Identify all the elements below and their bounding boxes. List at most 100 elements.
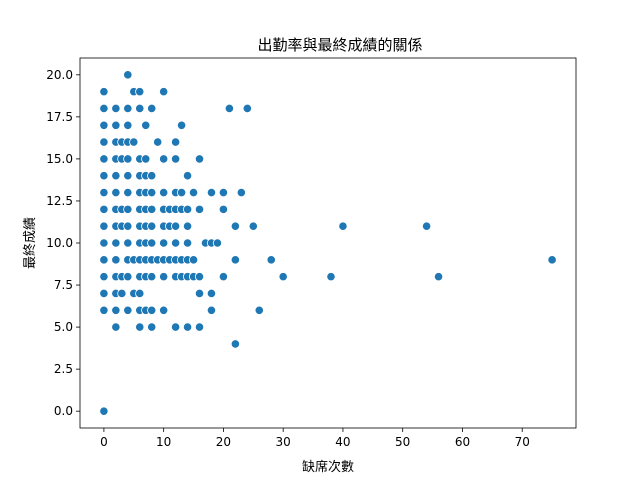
data-point [123, 171, 133, 181]
x-tick-label: 50 [395, 435, 410, 449]
data-point [111, 255, 121, 265]
data-point [171, 322, 181, 332]
data-point [194, 272, 205, 282]
data-point [99, 103, 109, 114]
data-point [123, 103, 133, 114]
data-point [278, 272, 288, 282]
y-tick-label: 20.0 [46, 68, 73, 82]
data-point [254, 305, 264, 315]
data-point [99, 204, 109, 214]
data-point [194, 204, 205, 214]
data-point [159, 154, 169, 164]
data-point [171, 238, 181, 248]
data-point [218, 187, 229, 198]
data-point [135, 322, 145, 332]
data-point [159, 305, 169, 315]
x-axis-label: 缺席次數 [302, 459, 354, 475]
data-point [338, 221, 348, 231]
data-point [147, 272, 157, 282]
data-point [123, 120, 133, 130]
data-point [230, 221, 240, 231]
x-tick-label: 40 [335, 435, 350, 449]
x-tick-label: 30 [276, 435, 291, 449]
data-point [147, 204, 157, 214]
data-point [111, 103, 121, 114]
data-point [266, 255, 276, 265]
plot-frame [79, 57, 577, 429]
data-point [182, 322, 193, 332]
x-tick-label: 10 [156, 435, 171, 449]
data-point [99, 137, 109, 147]
data-point [147, 103, 157, 114]
y-axis-label: 最終成績 [22, 217, 38, 269]
data-point [188, 187, 199, 198]
y-tick-label: 0.0 [54, 404, 73, 418]
data-point [111, 120, 121, 130]
data-point [147, 171, 157, 181]
chart-title: 出勤率與最終成績的關係 [257, 36, 422, 54]
data-point [99, 187, 109, 198]
data-point [141, 154, 151, 164]
data-point [433, 272, 444, 282]
data-point [176, 187, 187, 198]
x-tick-label: 60 [455, 435, 470, 449]
y-axis: 0.0 2.5 5.0 7.5 10.0 12.5 15.0 17.5 20.0 [46, 68, 80, 418]
data-point [159, 187, 169, 198]
data-point [147, 221, 157, 231]
data-point [123, 187, 133, 198]
data-point [135, 103, 145, 114]
data-point [182, 204, 193, 214]
data-point [147, 305, 157, 315]
data-point [123, 238, 133, 248]
data-point [182, 221, 193, 231]
data-point [99, 305, 109, 315]
data-point [188, 255, 199, 265]
data-point [135, 87, 145, 97]
x-tick-label: 70 [515, 435, 530, 449]
data-point [99, 154, 109, 164]
data-point [206, 305, 217, 315]
data-point [111, 305, 121, 315]
data-point [194, 322, 205, 332]
y-tick-label: 15.0 [46, 152, 73, 166]
data-point [123, 204, 133, 214]
data-point [171, 137, 181, 147]
data-point [218, 272, 229, 282]
data-point [123, 305, 133, 315]
data-point [129, 137, 139, 147]
data-point [111, 322, 121, 332]
data-point [147, 238, 157, 248]
data-points [99, 70, 557, 416]
data-point [230, 339, 240, 349]
data-point [218, 204, 229, 214]
x-tick-label: 0 [100, 435, 108, 449]
data-point [182, 238, 193, 248]
data-point [422, 221, 432, 231]
data-point [206, 288, 217, 299]
data-point [99, 238, 109, 248]
x-axis: 0 10 20 30 40 50 60 70 [100, 428, 530, 449]
data-point [171, 221, 181, 231]
data-point [123, 272, 133, 282]
y-tick-label: 7.5 [54, 278, 73, 292]
data-point [182, 171, 193, 181]
data-point [123, 70, 133, 80]
data-point [135, 288, 145, 299]
data-point [212, 238, 223, 248]
data-point [99, 171, 109, 181]
data-point [99, 221, 109, 231]
data-point [99, 406, 109, 416]
data-point [242, 103, 252, 114]
data-point [206, 187, 217, 198]
data-point [99, 87, 109, 97]
data-point [117, 288, 127, 299]
data-point [171, 154, 181, 164]
data-point [99, 272, 109, 282]
data-point [194, 154, 205, 164]
data-point [123, 154, 133, 164]
data-point [111, 171, 121, 181]
data-point [547, 255, 557, 265]
data-point [141, 120, 151, 130]
y-tick-label: 17.5 [46, 110, 73, 124]
